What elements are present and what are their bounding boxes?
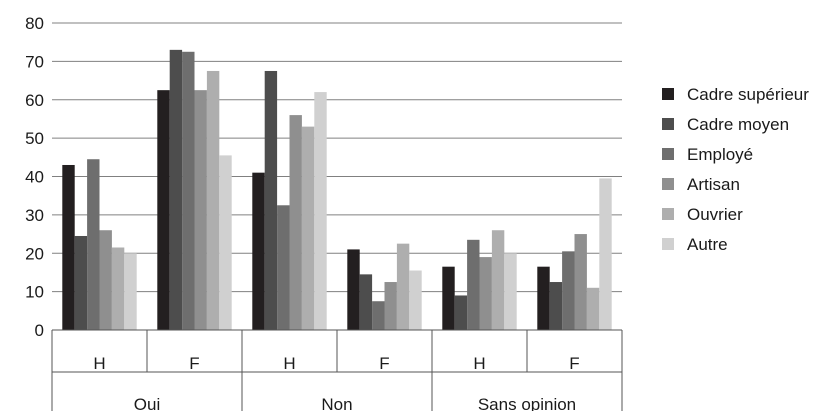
bar (574, 234, 587, 330)
bar (549, 282, 563, 330)
legend-label: Employé (687, 145, 754, 164)
bar (87, 159, 100, 330)
bar (384, 282, 397, 330)
x-tick-label: H (473, 354, 485, 373)
bar (562, 251, 575, 330)
y-tick-label: 30 (25, 206, 44, 225)
bar (157, 90, 170, 330)
bars (62, 49, 612, 331)
bar (599, 178, 612, 330)
bar (467, 239, 480, 330)
bar (491, 230, 505, 330)
x-tick-label: F (189, 354, 199, 373)
bar (206, 70, 220, 330)
legend-swatch (662, 148, 674, 160)
bar (372, 301, 385, 330)
legend-label: Autre (687, 235, 728, 254)
bar (124, 253, 137, 330)
bar (409, 270, 422, 330)
legend-swatch (662, 178, 674, 190)
y-tick-label: 40 (25, 168, 44, 187)
bar (99, 230, 112, 330)
bar (264, 70, 278, 330)
bar (194, 90, 207, 330)
bar (314, 92, 327, 330)
legend-swatch (662, 208, 674, 220)
x-tick-label: F (379, 354, 389, 373)
x-tick-label: H (283, 354, 295, 373)
bar (301, 126, 315, 330)
legend-label: Cadre supérieur (687, 85, 809, 104)
bar (289, 115, 302, 330)
bar (442, 266, 455, 330)
y-tick-label: 0 (35, 321, 44, 340)
y-tick-label: 50 (25, 129, 44, 148)
legend-swatch (662, 238, 674, 250)
legend-label: Artisan (687, 175, 740, 194)
legend-item: Artisan (662, 174, 818, 196)
x-group-label: Oui (134, 395, 160, 411)
bar (219, 155, 232, 330)
legend-item: Cadre moyen (662, 114, 818, 136)
bar (454, 295, 468, 330)
bar (277, 205, 290, 330)
x-tick-label: H (93, 354, 105, 373)
legend-item: Autre (662, 234, 818, 256)
legend-swatch (662, 118, 674, 130)
bar (252, 172, 265, 330)
bar (182, 51, 195, 330)
bar (396, 243, 410, 330)
legend-item: Ouvrier (662, 204, 818, 226)
x-axis: H F Oui H F Non H F Sans opinion (51, 329, 623, 411)
y-tick-label: 70 (25, 52, 44, 71)
bar (347, 249, 360, 330)
y-tick-label: 10 (25, 283, 44, 302)
legend-label: Ouvrier (687, 205, 743, 224)
legend: Cadre supérieur Cadre moyen Employé Artisan… (662, 84, 818, 264)
legend-item: Employé (662, 144, 818, 166)
bar (537, 266, 550, 330)
bar (359, 274, 373, 330)
bar (111, 247, 125, 330)
x-group-label: Non (321, 395, 352, 411)
legend-item: Cadre supérieur (662, 84, 818, 106)
y-tick-label: 60 (25, 91, 44, 110)
y-axis-tick-labels: 0 10 20 30 40 50 60 70 80 (25, 14, 44, 340)
y-tick-label: 20 (25, 244, 44, 263)
y-tick-label: 80 (25, 14, 44, 33)
bar (586, 287, 600, 330)
bar (169, 49, 183, 331)
x-group-label: Sans opinion (478, 395, 576, 411)
bar (479, 257, 492, 330)
bar (74, 235, 88, 330)
x-tick-label: F (569, 354, 579, 373)
grid-lines (52, 22, 622, 331)
bar (504, 253, 517, 330)
legend-swatch (662, 88, 674, 100)
bar (62, 164, 75, 330)
legend-label: Cadre moyen (687, 115, 790, 134)
